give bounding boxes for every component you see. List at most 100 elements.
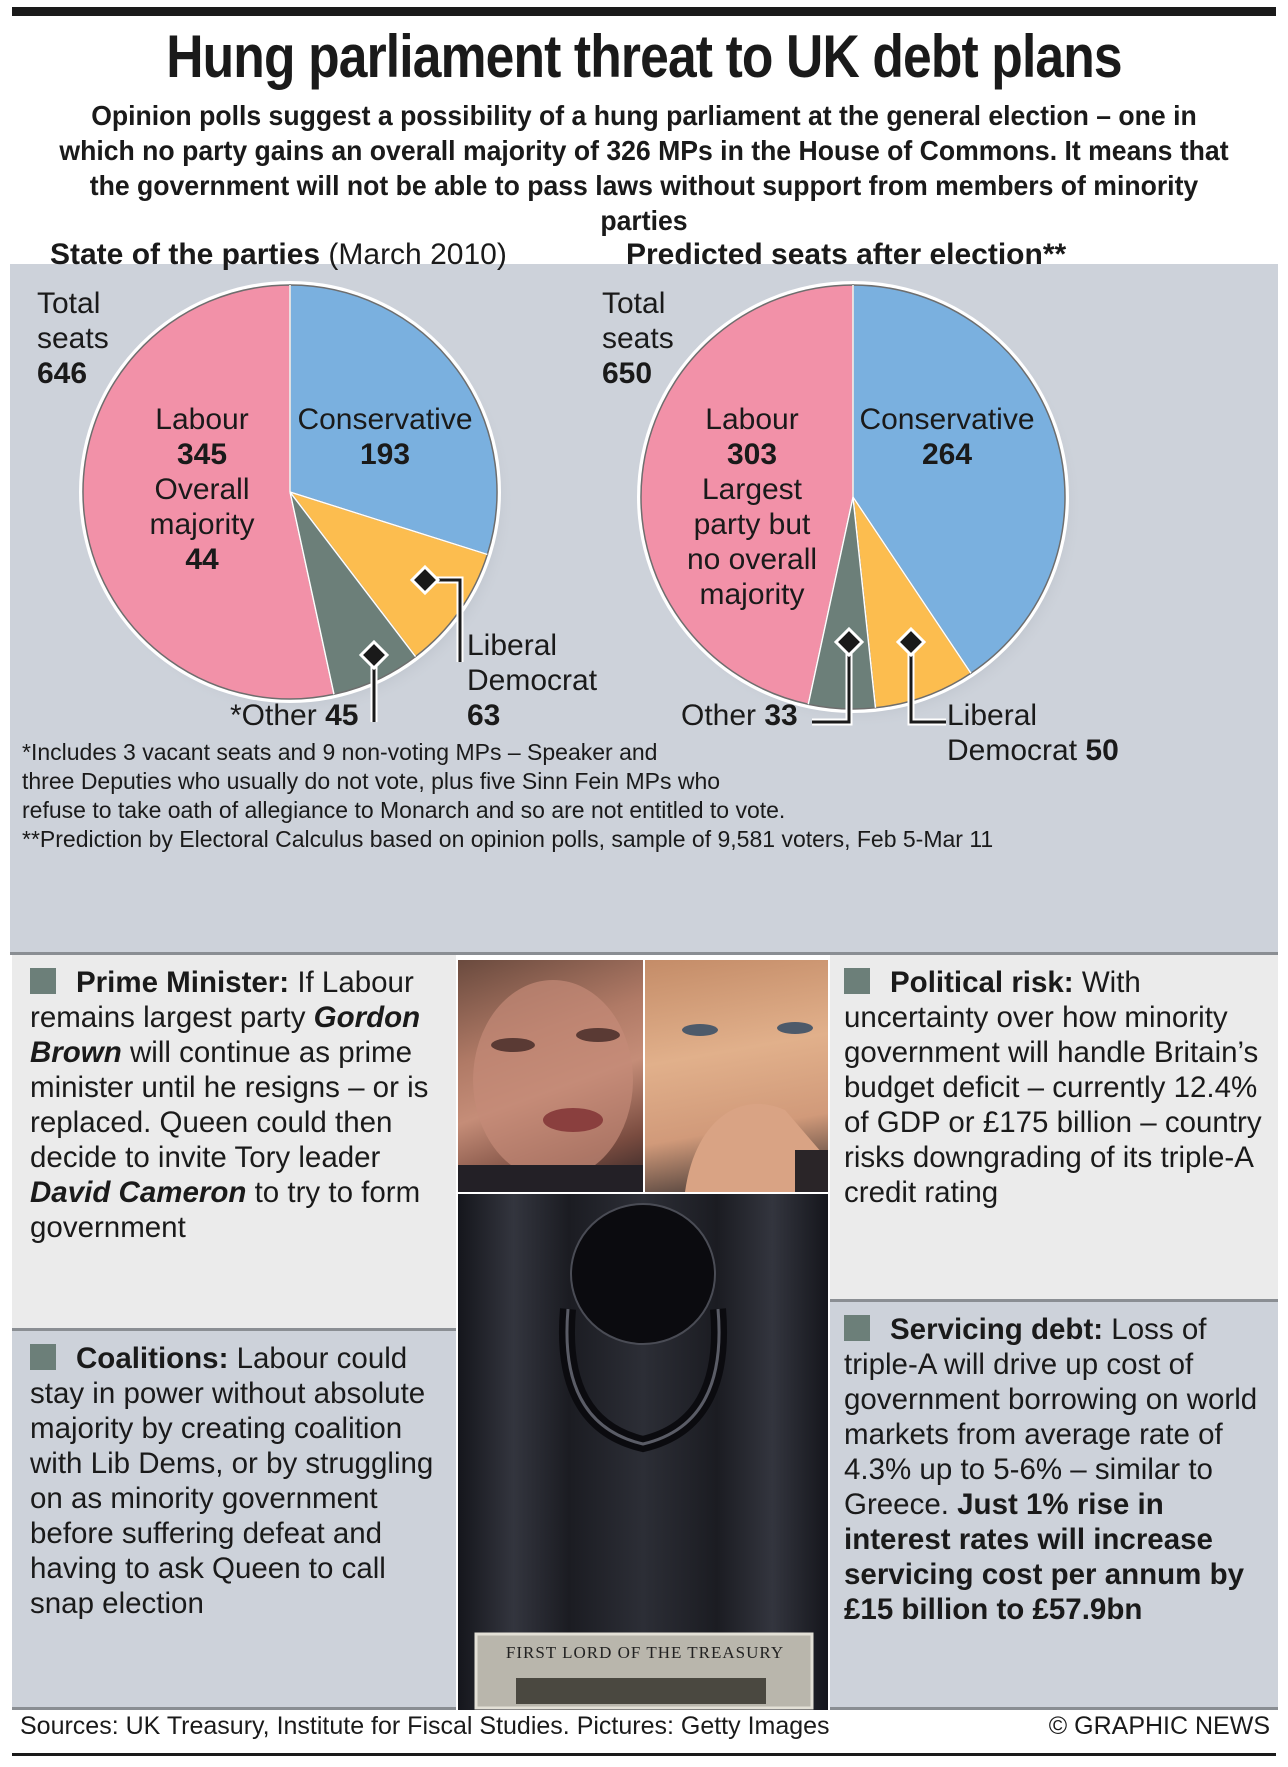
footnote-line: three Deputies who usually do not vote, …	[22, 768, 721, 794]
slice-name: Conservative	[297, 403, 473, 436]
door-knocker-illustration-icon	[474, 1203, 814, 1710]
total-label-2: seats	[602, 322, 674, 355]
slice-value: 33	[764, 699, 798, 732]
panel-heading: Coalitions:	[76, 1342, 229, 1375]
pie-slice-conservative	[289, 284, 498, 556]
panel-text: If Labour remains largest party	[30, 966, 414, 1034]
bullet-square-icon	[30, 1344, 56, 1370]
pie-chart-state-of-parties	[79, 281, 515, 719]
subtitle: Opinion polls suggest a possibility of a…	[59, 100, 1229, 236]
panel-text: will continue as prime minister until he…	[30, 1036, 429, 1174]
pie-chart-predicted-seats	[637, 281, 1083, 729]
slice-note: majority	[699, 578, 805, 611]
diamond-marker-icon	[895, 626, 927, 658]
slice-name: Liberal	[467, 629, 558, 662]
majority-value: 44	[185, 543, 219, 576]
person-name: David Cameron	[30, 1176, 247, 1209]
chart-2-total: Total seats 650	[602, 286, 674, 391]
bullet-square-icon	[844, 968, 870, 994]
bullet-square-icon	[30, 968, 56, 994]
chart-2-libdem-label: Liberal Democrat 50	[947, 698, 1119, 768]
slice-name: Labour	[155, 403, 249, 436]
chart-1-title-main: State of the parties	[50, 238, 321, 271]
slice-separator	[807, 496, 854, 705]
plaque-text: FIRST LORD OF THE TREASURY	[505, 1643, 785, 1662]
person-name: Gordon Brown	[30, 1001, 421, 1069]
diamond-marker-icon	[833, 626, 865, 658]
slice-separator	[289, 491, 488, 556]
slice-name: Liberal	[947, 699, 1038, 732]
slice-separator	[289, 491, 417, 658]
panel-heading: Servicing debt:	[890, 1313, 1104, 1346]
panel-prime-minister: Prime Minister: If Labour remains larges…	[12, 955, 456, 1328]
chart-1-labour-label: Labour 345 Overall majority 44	[128, 402, 276, 577]
photo-david-cameron	[645, 960, 828, 1192]
slice-note: no overall	[686, 543, 818, 576]
pie-slice-labour	[82, 284, 335, 700]
slice-name: Democrat	[467, 664, 598, 697]
slice-value: 45	[325, 699, 359, 732]
slice-value: 303	[726, 438, 778, 471]
slice-note: Largest	[701, 473, 803, 506]
slice-value: 345	[176, 438, 228, 471]
bullet-square-icon	[844, 1315, 870, 1341]
slice-value: 264	[921, 438, 973, 471]
leader-line	[909, 642, 946, 724]
slice-separator	[289, 491, 335, 695]
panel-text: Labour could stay in power without absol…	[30, 1342, 434, 1620]
chart-2-labour-label: Labour 303 Largest party but no overall …	[668, 402, 836, 612]
slice-separator	[852, 496, 877, 708]
panel-text: With uncertainty over how minority gover…	[844, 966, 1262, 1209]
footnote-line: **Prediction by Electoral Calculus based…	[22, 826, 994, 852]
panel-text: Loss of triple-A will drive up cost of g…	[844, 1313, 1258, 1521]
slice-value: 63	[467, 699, 501, 732]
total-label-1: Total	[37, 287, 101, 320]
sources-credit: Sources: UK Treasury, Institute for Fisc…	[20, 1712, 830, 1740]
divider	[10, 952, 1278, 955]
slice-name: Labour	[705, 403, 799, 436]
chart-1-conservative-label: Conservative 193	[290, 402, 480, 472]
divider	[830, 1299, 1278, 1302]
slice-value: 50	[1085, 734, 1119, 767]
slice-note: majority	[149, 508, 255, 541]
pie-slice-liberaldemocrat	[852, 496, 972, 709]
photo-downing-street-door: FIRST LORD OF THE TREASURY	[458, 1194, 828, 1710]
chart-1-other-label: *Other 45	[230, 698, 358, 733]
panel-text: to try to form government	[30, 1176, 421, 1244]
slice-value: 193	[359, 438, 411, 471]
divider	[830, 1707, 1278, 1710]
chart-1-total: Total seats 646	[37, 286, 109, 391]
chart-1-title: State of the parties (March 2010)	[50, 238, 507, 272]
slice-name: Other	[681, 699, 757, 732]
face-illustration-icon	[682, 1022, 828, 1192]
chart-2-conservative-label: Conservative 264	[852, 402, 1042, 472]
headline: Hung parliament threat to UK debt plans	[166, 23, 1122, 90]
total-value: 650	[602, 357, 653, 390]
panel-servicing-debt: Servicing debt: Loss of triple-A will dr…	[830, 1302, 1278, 1707]
leader-lines	[358, 564, 946, 726]
diamond-marker-icon	[409, 564, 441, 596]
total-label-1: Total	[602, 287, 666, 320]
slice-name: Conservative	[859, 403, 1035, 436]
panel-heading: Political risk:	[890, 966, 1074, 999]
leader-line	[812, 642, 851, 724]
divider	[12, 1328, 456, 1331]
chart-2-other-label: Other 33	[681, 698, 798, 733]
bottom-rule	[12, 1753, 1276, 1756]
photo-gordon-brown	[458, 960, 643, 1192]
panel-political-risk: Political risk: With uncertainty over ho…	[830, 955, 1278, 1299]
footnote-line: refuse to take oath of allegiance to Mon…	[22, 797, 786, 823]
chart-1-libdem-label: Liberal Democrat 63	[467, 628, 597, 733]
panel-coalitions: Coalitions: Labour could stay in power w…	[12, 1331, 456, 1707]
chart-2-title-main: Predicted seats after election**	[626, 238, 1067, 271]
slice-note: party but	[693, 508, 811, 541]
total-value: 646	[37, 357, 88, 390]
chart-1-title-suffix: (March 2010)	[328, 238, 507, 271]
chart-2-title: Predicted seats after election**	[626, 238, 1066, 272]
diamond-marker-icon	[358, 639, 390, 671]
slice-name: Democrat	[947, 734, 1078, 767]
slice-separator	[852, 496, 972, 674]
divider	[12, 1707, 456, 1710]
copyright-credit: © GRAPHIC NEWS	[1048, 1712, 1270, 1740]
slice-name: *Other	[230, 699, 317, 732]
